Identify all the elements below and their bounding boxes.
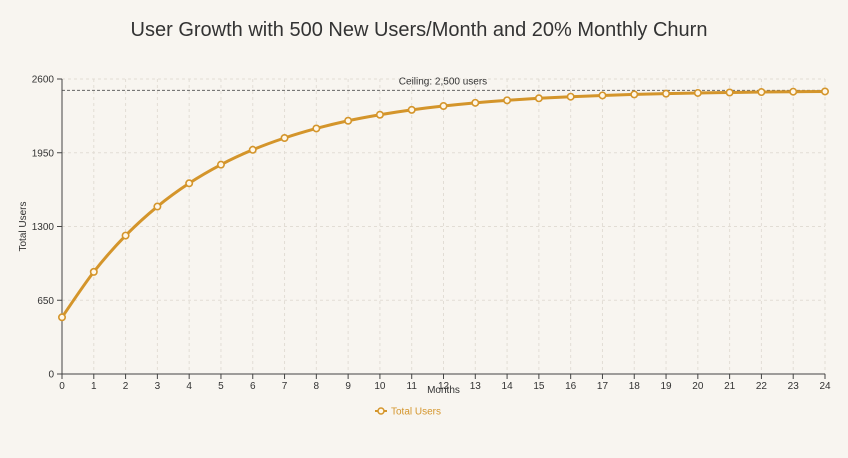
x-tick-label: 20 (692, 381, 704, 392)
legend[interactable]: Total Users (375, 407, 441, 418)
y-axis-label: Total Users (18, 201, 29, 251)
x-tick-label: 9 (345, 381, 351, 392)
x-tick-label: 24 (819, 381, 831, 392)
data-point[interactable] (471, 98, 480, 107)
data-point[interactable] (789, 87, 798, 96)
x-tick-label: 21 (724, 381, 736, 392)
data-point[interactable] (89, 267, 98, 276)
data-point[interactable] (630, 90, 639, 99)
x-tick-label: 2 (123, 381, 129, 392)
x-tick-label: 8 (314, 381, 320, 392)
x-tick-label: 13 (470, 381, 482, 392)
series-total-users (57, 87, 829, 322)
x-tick-label: 17 (597, 381, 609, 392)
x-tick-label: 3 (155, 381, 161, 392)
x-tick-label: 15 (533, 381, 545, 392)
data-point[interactable] (185, 179, 194, 188)
chart-title: User Growth with 500 New Users/Month and… (131, 19, 708, 41)
data-point[interactable] (375, 110, 384, 119)
y-tick-label: 650 (37, 296, 54, 307)
legend-swatch-marker (377, 407, 385, 415)
data-point[interactable] (725, 88, 734, 97)
x-tick-label: 10 (374, 381, 386, 392)
data-point[interactable] (248, 145, 257, 154)
x-tick-label: 19 (660, 381, 672, 392)
data-point[interactable] (121, 231, 130, 240)
x-tick-label: 11 (407, 381, 418, 392)
x-tick-label: 12 (438, 381, 450, 392)
x-tick-label: 5 (218, 381, 224, 392)
data-point[interactable] (534, 94, 543, 103)
x-tick-label: 4 (186, 381, 192, 392)
legend-label: Total Users (391, 407, 441, 418)
data-point[interactable] (344, 116, 353, 125)
data-point[interactable] (153, 202, 162, 211)
y-tick-label: 1950 (32, 148, 55, 159)
data-point[interactable] (439, 102, 448, 111)
data-point[interactable] (598, 91, 607, 100)
data-point[interactable] (216, 160, 225, 169)
x-tick-label: 1 (91, 381, 97, 392)
x-tick-label: 6 (250, 381, 256, 392)
x-tick-label: 22 (756, 381, 768, 392)
x-tick-label: 14 (502, 381, 514, 392)
x-tick-label: 16 (565, 381, 577, 392)
data-point[interactable] (503, 96, 512, 105)
grid (61, 78, 826, 375)
data-point[interactable] (662, 89, 671, 98)
x-tick-label: 23 (788, 381, 800, 392)
y-tick-label: 0 (48, 370, 54, 381)
x-axis-label: Months (427, 385, 460, 396)
x-tick-label: 7 (282, 381, 288, 392)
x-tick-label: 0 (59, 381, 65, 392)
y-tick-label: 2600 (32, 75, 55, 86)
data-point[interactable] (757, 88, 766, 97)
data-point[interactable] (57, 313, 66, 322)
data-point[interactable] (312, 124, 321, 133)
data-point[interactable] (566, 92, 575, 101)
data-point[interactable] (407, 105, 416, 114)
reference-line-group: Ceiling: 2,500 users (62, 76, 825, 91)
y-tick-label: 1300 (32, 222, 55, 233)
x-tick-label: 18 (629, 381, 641, 392)
ceiling-annotation: Ceiling: 2,500 users (399, 76, 487, 87)
data-point[interactable] (820, 87, 829, 96)
data-point[interactable] (280, 134, 289, 143)
data-point[interactable] (693, 88, 702, 97)
